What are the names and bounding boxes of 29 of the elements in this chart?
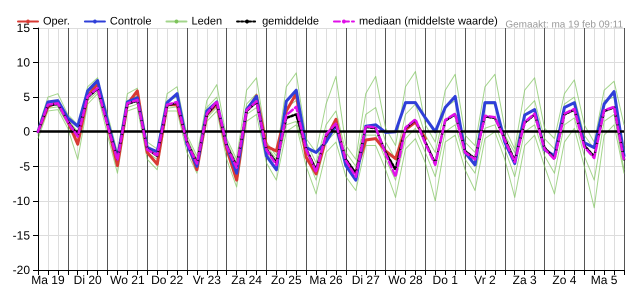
x-tick-label: Ma 26 xyxy=(309,273,344,287)
y-tick-label: 15 xyxy=(16,21,30,35)
y-tick-label: 0 xyxy=(23,124,30,139)
x-tick-label: Wo 28 xyxy=(388,273,424,287)
legend-label: Leden xyxy=(191,16,222,28)
y-tick-label: -20 xyxy=(12,263,30,277)
x-tick-label: Do 22 xyxy=(151,273,184,287)
x-tick-label: Za 24 xyxy=(231,273,262,287)
x-tick-label: Zo 4 xyxy=(552,273,577,287)
x-tick-label: Zo 25 xyxy=(270,273,302,287)
annotation: Gemaakt: ma 19 feb 09:11 xyxy=(505,20,624,30)
y-tick-label: -15 xyxy=(12,228,30,242)
x-tick-label: Vr 23 xyxy=(192,273,222,287)
x-tick-label: Di 27 xyxy=(352,273,380,287)
x-tick-label: Do 1 xyxy=(432,273,458,287)
legend-label: gemiddelde xyxy=(262,16,319,28)
y-tick-label: -5 xyxy=(19,159,30,174)
x-tick-label: Wo 21 xyxy=(110,273,145,287)
x-tick-label: Di 20 xyxy=(74,273,102,287)
x-tick-label: Za 3 xyxy=(512,273,538,287)
y-tick-label: 5 xyxy=(23,90,30,104)
legend-label: Controle xyxy=(110,16,152,28)
y-tick-label: 10 xyxy=(16,56,30,70)
x-tick-label: Ma 5 xyxy=(590,273,618,287)
legend-label: Oper. xyxy=(43,16,70,28)
y-tick-label: -10 xyxy=(12,194,30,208)
legend-label: mediaan (middelste waarde) xyxy=(358,16,498,28)
x-tick-label: Ma 19 xyxy=(31,273,65,287)
x-tick-label: Vr 2 xyxy=(474,273,496,287)
